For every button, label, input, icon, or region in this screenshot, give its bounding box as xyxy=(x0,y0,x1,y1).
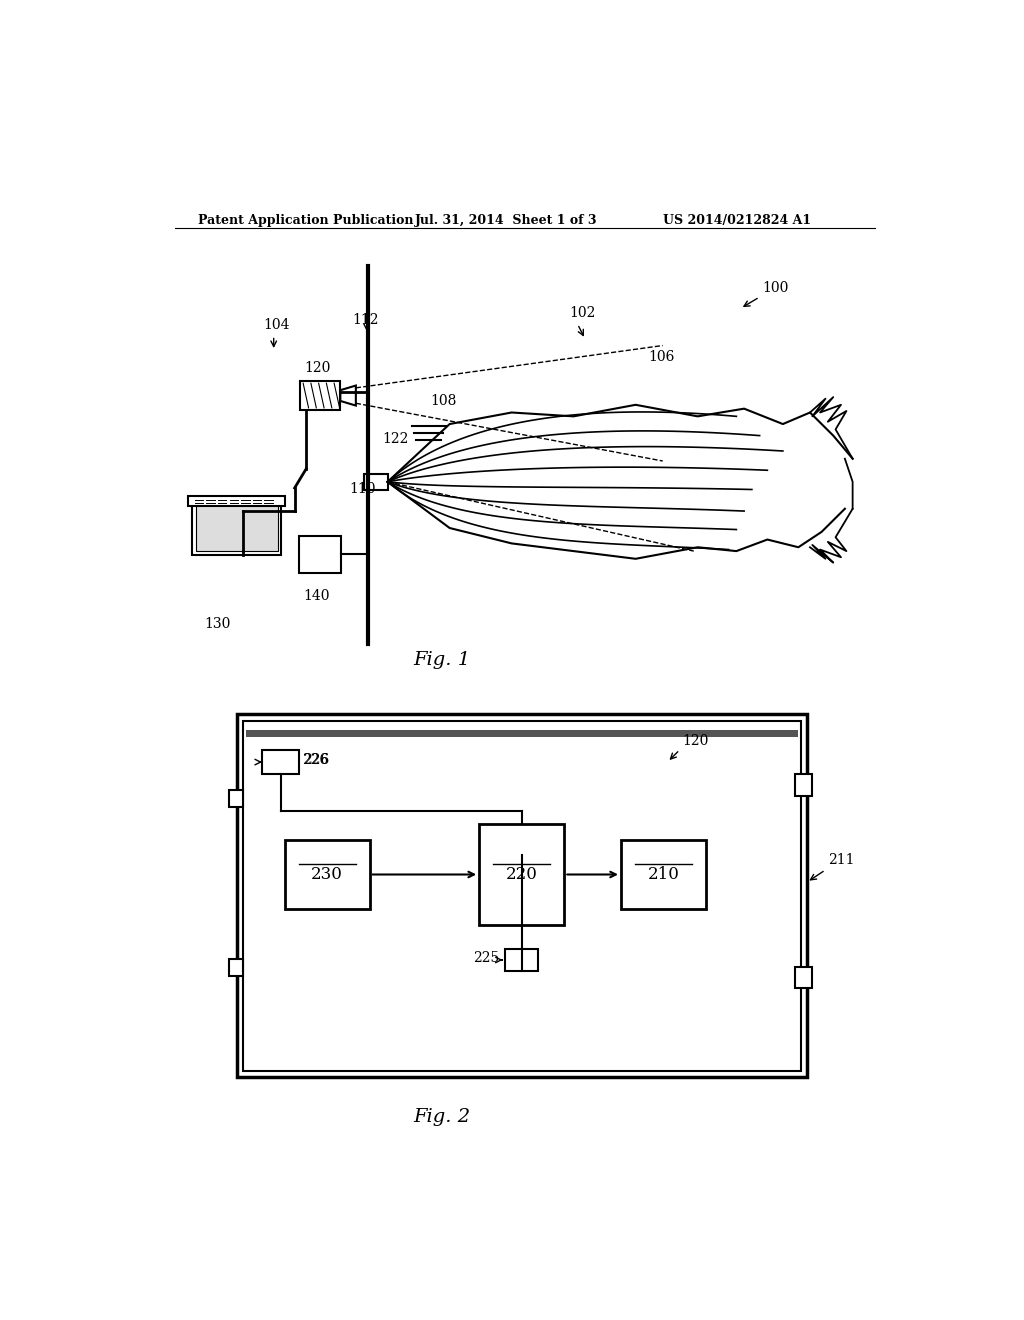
FancyBboxPatch shape xyxy=(243,721,801,1071)
Text: 210: 210 xyxy=(647,866,680,883)
Text: US 2014/0212824 A1: US 2014/0212824 A1 xyxy=(663,214,811,227)
Text: 211: 211 xyxy=(827,854,854,867)
Polygon shape xyxy=(340,385,356,405)
Text: 108: 108 xyxy=(430,393,457,408)
FancyBboxPatch shape xyxy=(228,960,243,977)
FancyBboxPatch shape xyxy=(795,775,812,796)
Text: 102: 102 xyxy=(569,306,595,319)
Text: 225: 225 xyxy=(473,952,499,965)
FancyBboxPatch shape xyxy=(795,966,812,989)
FancyBboxPatch shape xyxy=(506,949,538,970)
FancyBboxPatch shape xyxy=(365,474,388,490)
FancyBboxPatch shape xyxy=(262,750,299,775)
FancyBboxPatch shape xyxy=(285,840,370,909)
Text: 120: 120 xyxy=(682,734,709,748)
FancyBboxPatch shape xyxy=(193,498,282,554)
Text: 220: 220 xyxy=(506,866,538,883)
FancyBboxPatch shape xyxy=(237,714,807,1077)
FancyBboxPatch shape xyxy=(621,840,707,909)
Text: Patent Application Publication: Patent Application Publication xyxy=(198,214,414,227)
Text: 226: 226 xyxy=(302,754,329,767)
FancyBboxPatch shape xyxy=(246,730,798,738)
Text: 226: 226 xyxy=(303,754,330,767)
Text: 104: 104 xyxy=(263,318,290,331)
Text: 120: 120 xyxy=(305,362,331,375)
FancyBboxPatch shape xyxy=(299,536,341,573)
Text: Fig. 1: Fig. 1 xyxy=(414,651,470,669)
FancyBboxPatch shape xyxy=(197,502,278,552)
Text: 112: 112 xyxy=(352,313,379,327)
FancyBboxPatch shape xyxy=(300,381,340,411)
Text: 130: 130 xyxy=(204,618,230,631)
Text: 100: 100 xyxy=(762,281,788,294)
Text: 110: 110 xyxy=(349,482,376,496)
Text: 230: 230 xyxy=(311,866,343,883)
FancyBboxPatch shape xyxy=(188,496,286,507)
Text: Fig. 2: Fig. 2 xyxy=(414,1109,470,1126)
Text: Jul. 31, 2014  Sheet 1 of 3: Jul. 31, 2014 Sheet 1 of 3 xyxy=(415,214,597,227)
Text: 122: 122 xyxy=(382,433,409,446)
Text: 106: 106 xyxy=(649,350,675,364)
Text: 140: 140 xyxy=(303,589,330,603)
FancyBboxPatch shape xyxy=(228,789,243,807)
FancyBboxPatch shape xyxy=(479,825,564,924)
